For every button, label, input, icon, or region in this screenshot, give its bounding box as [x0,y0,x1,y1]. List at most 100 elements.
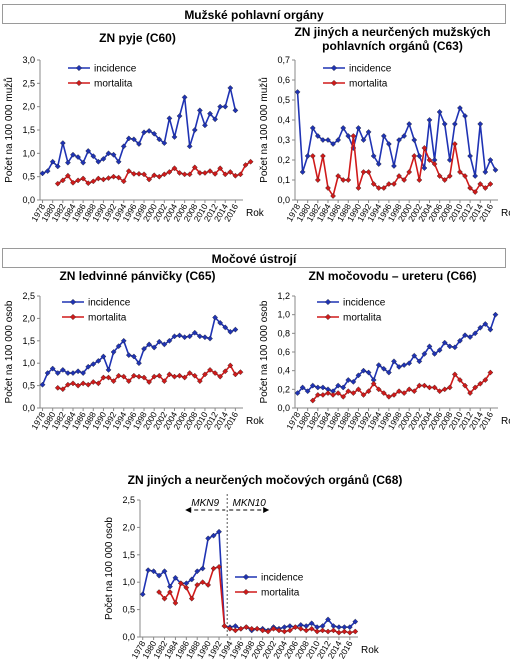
y-tick-label: 0,0 [277,195,290,205]
data-point-incidence [156,572,162,579]
data-point-mortalita [207,168,213,174]
data-point-incidence [401,362,407,368]
chart-title: ZN jiných a neurčených močových orgánů (… [128,473,403,487]
data-point-mortalita [336,629,342,636]
data-point-mortalita [176,170,183,176]
data-point-mortalita [188,595,195,602]
data-point-mortalita [161,595,168,602]
data-point-incidence [161,341,168,348]
data-point-mortalita [431,161,438,167]
data-point-incidence [212,116,218,123]
data-point-incidence [487,326,494,333]
data-point-incidence [115,343,122,350]
y-tick-label: 1,5 [22,336,35,346]
data-point-mortalita [248,625,255,632]
data-point-incidence [59,367,66,373]
data-point-incidence [202,122,208,129]
y-tick-label: 2,0 [22,102,35,112]
data-point-mortalita [65,172,71,179]
data-point-incidence [222,103,229,110]
data-point-mortalita [467,185,473,191]
data-point-mortalita [141,171,147,178]
data-point-mortalita [217,165,224,172]
data-point-mortalita [212,170,218,177]
series-line-incidence [296,314,497,394]
data-point-incidence [156,136,163,143]
data-point-incidence [391,358,397,365]
data-point-incidence [492,167,499,173]
data-point-mortalita [380,390,387,396]
series-line-incidence [296,91,497,177]
data-point-incidence [131,136,137,143]
data-point-incidence [105,150,112,157]
data-point-mortalita [90,379,97,385]
data-point-incidence [186,143,193,150]
data-point-mortalita [482,185,489,191]
data-point-mortalita [441,386,448,393]
data-point-incidence [309,382,316,389]
data-point-incidence [44,370,51,376]
data-point-mortalita [308,625,315,632]
data-point-mortalita [370,380,377,387]
data-point-mortalita [75,177,81,184]
data-point-mortalita [320,153,326,159]
data-point-mortalita [436,388,443,395]
data-point-incidence [299,169,306,175]
data-point-mortalita [115,372,122,379]
data-point-incidence [472,330,479,337]
data-point-mortalita [191,372,198,379]
y-tick-label: 0,1 [277,175,290,185]
data-point-mortalita [181,374,188,381]
data-point-mortalita [396,388,402,395]
x-axis-label: Rok [246,416,265,427]
data-point-mortalita [416,177,423,183]
legend-label-incidence: incidence [94,64,137,75]
data-point-mortalita [259,627,266,634]
data-point-incidence [136,141,142,147]
data-point-mortalita [205,582,212,588]
data-point-mortalita [85,381,92,388]
data-point-incidence [120,143,127,150]
data-point-incidence [477,121,484,127]
data-point-mortalita [340,177,347,183]
data-point-mortalita [396,173,402,179]
data-point-incidence [115,158,122,165]
data-point-incidence [151,130,158,137]
data-point-mortalita [457,169,463,175]
data-point-mortalita [54,384,61,391]
data-point-incidence [451,121,458,127]
data-point-mortalita [146,176,152,183]
data-point-mortalita [207,367,213,373]
chart-title: ZN jiných a neurčených mužských [294,25,490,39]
data-point-incidence [335,137,342,143]
chart-c63: ZN jiných a neurčených mužskýchpohlavníc… [258,25,510,223]
data-point-incidence [320,384,326,391]
chart-c60: ZN pyje (C60) 0,0 0,5 1,0 1,5 2,0 2,5 3,0 Počet … [3,31,265,223]
data-point-incidence [80,370,87,376]
data-point-mortalita [451,371,458,378]
data-point-incidence [467,334,473,340]
data-point-mortalita [345,388,352,395]
data-point-incidence [181,334,188,341]
data-point-incidence [360,137,367,143]
data-point-incidence [426,343,433,350]
data-point-incidence [232,107,239,114]
data-point-mortalita [340,393,347,400]
data-point-mortalita [199,579,206,586]
data-point-mortalita [391,181,397,187]
data-point-incidence [340,125,347,131]
data-point-mortalita [401,177,407,183]
data-point-mortalita [54,180,61,187]
y-tick-label: 1,0 [277,310,290,320]
data-point-incidence [350,378,357,385]
data-point-incidence [100,156,107,162]
data-point-mortalita [202,371,208,378]
data-point-incidence [146,341,152,348]
data-point-mortalita [161,378,168,385]
data-point-incidence [482,321,489,327]
data-point-incidence [436,109,443,115]
data-point-mortalita [411,388,418,395]
data-point-incidence [65,370,71,376]
data-point-incidence [314,133,321,139]
data-point-mortalita [75,382,81,389]
